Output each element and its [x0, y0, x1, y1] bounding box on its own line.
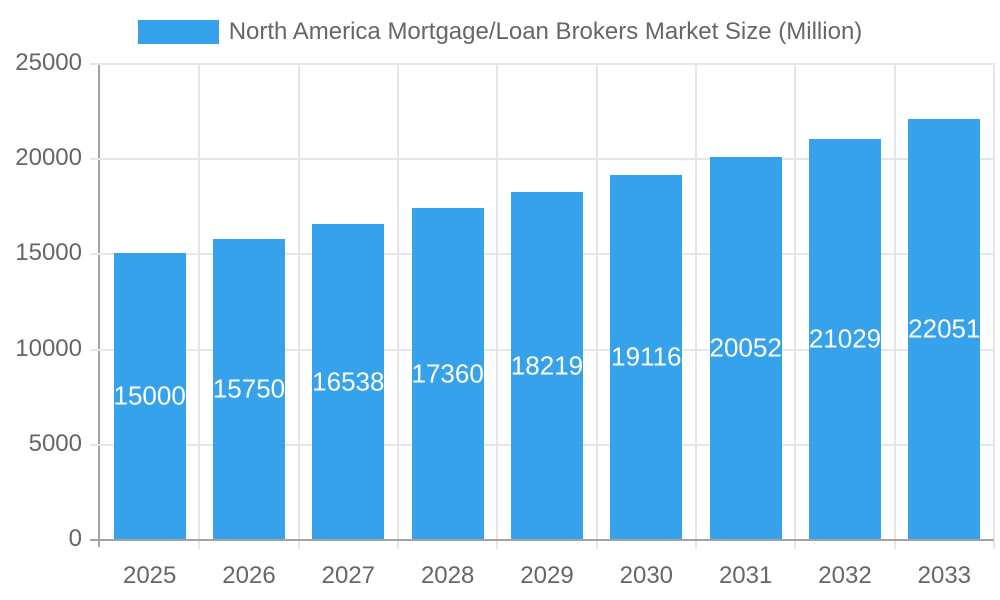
x-tick-label: 2033	[917, 562, 972, 589]
legend-swatch	[137, 20, 219, 44]
x-tick-label: 2027	[321, 562, 376, 589]
gridline-v	[993, 63, 995, 539]
x-tick	[794, 541, 797, 549]
bar-value-label: 15750	[212, 373, 286, 404]
y-tick	[90, 348, 100, 351]
y-tick	[90, 253, 100, 256]
y-tick	[90, 158, 100, 161]
x-tick-label: 2025	[122, 562, 177, 589]
bar[interactable]: 17360	[412, 208, 484, 539]
x-axis-line	[90, 539, 994, 541]
bar[interactable]: 15000	[114, 253, 186, 539]
x-tick	[297, 541, 300, 549]
bar[interactable]: 15750	[213, 239, 285, 539]
y-tick-label: 20000	[15, 144, 82, 172]
bar[interactable]: 18219	[511, 192, 583, 539]
y-tick	[90, 63, 100, 65]
y-tick-label: 25000	[15, 49, 82, 76]
bar-value-label: 18219	[510, 350, 584, 381]
bar-value-label: 15000	[113, 380, 186, 411]
x-tick-label: 2028	[420, 562, 475, 589]
plot-area: 15000 15750 16538 17360 18219 19116 20052 21029…	[90, 63, 995, 549]
bar[interactable]: 19116	[610, 175, 683, 539]
x-axis: 2025 2026 2027 2028 2029 2030 2031 2032 2033	[100, 562, 994, 590]
x-tick	[496, 541, 499, 549]
bar[interactable]: 21029	[808, 138, 882, 539]
x-tick-label: 2032	[818, 562, 872, 589]
bar[interactable]: 16538	[312, 224, 384, 539]
gridline-v	[297, 63, 300, 539]
gridline-h	[100, 158, 994, 161]
legend[interactable]: North America Mortgage/Loan Brokers Mark…	[0, 18, 1000, 45]
bar-value-label: 16538	[312, 366, 385, 397]
bar-value-label: 21029	[808, 323, 882, 354]
gridline-v	[794, 63, 797, 539]
bar-value-label: 22051	[908, 313, 981, 344]
x-tick-label: 2026	[222, 562, 276, 589]
bar-value-label: 19116	[611, 341, 682, 372]
x-tick-label: 2031	[718, 562, 773, 589]
y-tick	[90, 443, 100, 446]
x-tick	[993, 541, 995, 549]
x-tick-label: 2030	[619, 562, 674, 589]
gridline-v	[695, 63, 697, 539]
gridline-h	[100, 63, 994, 65]
gridline-v	[397, 63, 399, 539]
gridline-v	[595, 63, 598, 539]
gridline-v	[893, 63, 896, 539]
bar-value-label: 17360	[411, 358, 484, 389]
x-tick	[695, 541, 697, 549]
y-axis-line	[98, 63, 100, 547]
legend-label: North America Mortgage/Loan Brokers Mark…	[228, 18, 863, 45]
x-tick	[893, 541, 896, 549]
y-axis: 0 5000 10000 15000 20000 25000	[0, 51, 82, 551]
y-tick-label: 0	[68, 525, 82, 552]
bar-value-label: 20052	[709, 332, 782, 363]
y-tick-label: 5000	[28, 429, 82, 457]
x-tick	[198, 541, 201, 549]
bar[interactable]: 22051	[908, 119, 980, 539]
gridline-v	[496, 63, 499, 539]
x-tick	[595, 541, 598, 549]
gridline-v	[198, 63, 201, 539]
x-tick	[397, 541, 399, 549]
y-tick-label: 15000	[15, 239, 82, 267]
x-tick-label: 2029	[520, 562, 574, 589]
bar[interactable]: 20052	[710, 157, 782, 539]
y-tick-label: 10000	[15, 334, 82, 362]
